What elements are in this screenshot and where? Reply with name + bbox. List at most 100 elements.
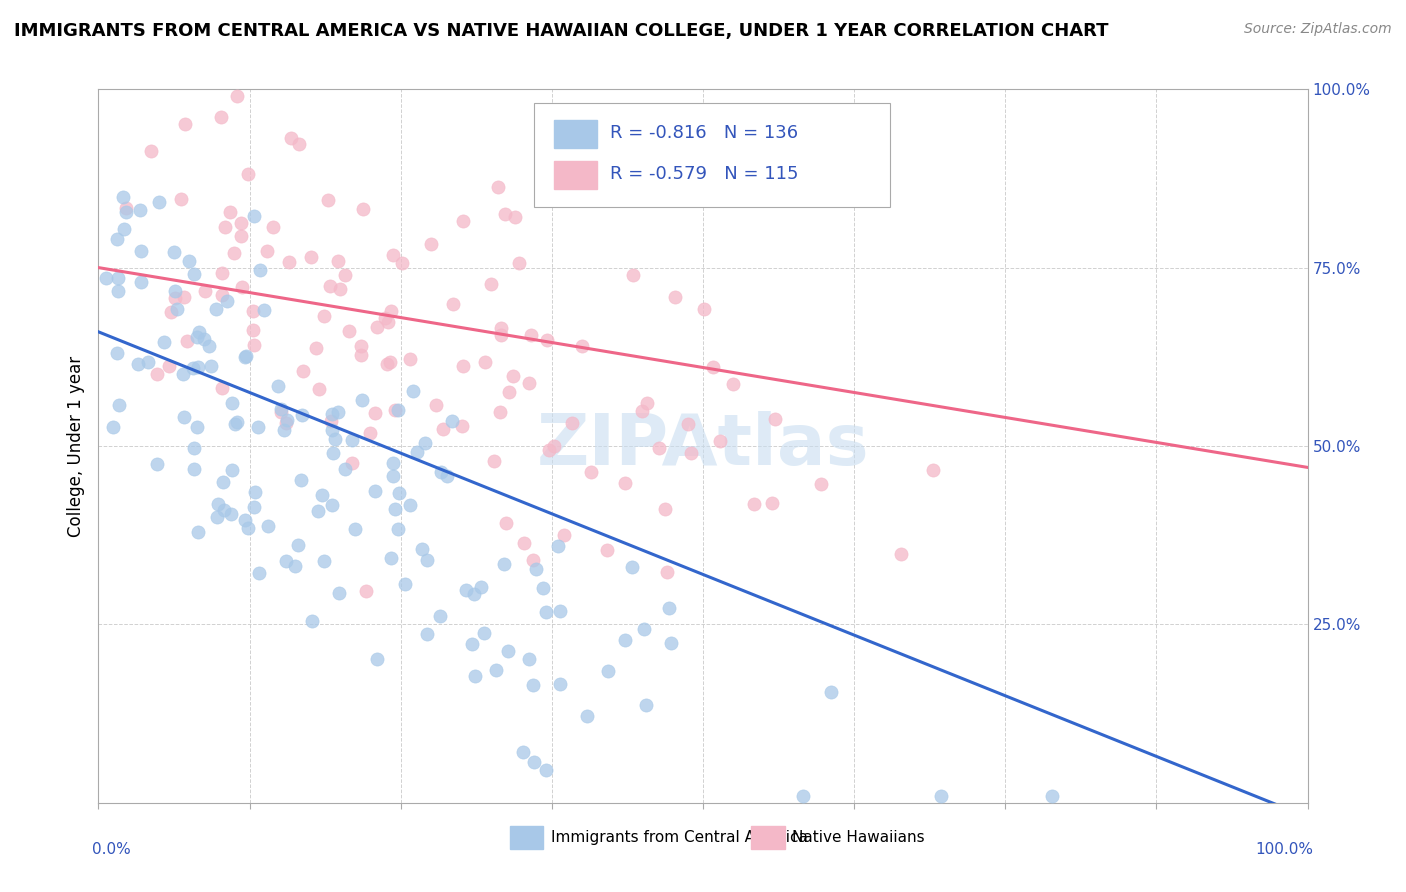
Point (498, 384, 520, 399)
Point (139, 144, 162, 158)
Point (382, 469, 405, 483)
Point (595, 542, 617, 557)
Point (513, 536, 536, 550)
Point (575, 709, 598, 723)
Point (450, 419, 472, 434)
Point (270, 401, 292, 416)
Point (114, 204, 136, 219)
Point (474, 355, 496, 369)
Point (406, 445, 429, 459)
Point (321, 407, 343, 421)
Bar (751, 826, 785, 849)
Point (211, 475, 233, 489)
Point (387, 402, 409, 417)
Point (537, 442, 560, 457)
Point (160, 305, 183, 319)
Point (482, 454, 505, 468)
Point (253, 302, 276, 317)
Point (620, 559, 643, 574)
Point (107, 398, 129, 412)
Point (307, 503, 329, 517)
Point (129, 275, 152, 289)
Point (613, 632, 636, 647)
Point (359, 425, 381, 440)
Point (127, 358, 149, 372)
Point (328, 586, 350, 600)
Point (596, 665, 619, 679)
Point (489, 405, 512, 419)
Point (211, 288, 233, 302)
Point (366, 652, 388, 666)
Point (205, 302, 228, 317)
Point (443, 297, 465, 311)
Point (128, 203, 150, 218)
Point (181, 360, 204, 375)
Point (553, 105, 575, 120)
Point (522, 553, 544, 567)
Point (187, 524, 209, 539)
Point (323, 433, 346, 447)
Point (350, 339, 373, 353)
Point (354, 583, 377, 598)
Point (654, 501, 676, 516)
Point (391, 255, 413, 269)
Point (489, 321, 512, 335)
Point (820, 684, 842, 698)
Point (247, 566, 270, 580)
Point (243, 338, 266, 352)
Point (173, 410, 195, 425)
Point (561, 417, 583, 431)
Point (350, 348, 373, 362)
Point (242, 304, 264, 318)
Point (235, 349, 257, 363)
Point (531, 582, 554, 596)
Point (186, 330, 208, 344)
Point (398, 351, 420, 366)
Text: Source: ZipAtlas.com: Source: ZipAtlas.com (1244, 22, 1392, 37)
Point (287, 538, 309, 552)
Point (633, 623, 655, 637)
Point (415, 436, 437, 450)
Point (183, 267, 205, 281)
Point (922, 463, 945, 477)
Point (328, 405, 350, 419)
Point (214, 503, 236, 517)
Point (101, 419, 124, 434)
Point (266, 379, 288, 393)
Point (311, 488, 333, 502)
Point (380, 550, 402, 565)
Point (342, 456, 364, 470)
Point (648, 442, 671, 456)
Point (702, 359, 724, 374)
Point (319, 279, 342, 293)
Point (221, 507, 243, 521)
Point (374, 310, 396, 325)
Point (94, 271, 117, 285)
Point (579, 465, 602, 479)
Point (284, 559, 307, 574)
Point (172, 367, 194, 381)
Point (183, 441, 205, 455)
Point (429, 465, 451, 479)
Point (211, 266, 233, 280)
Point (742, 497, 765, 511)
Point (621, 268, 644, 283)
Point (221, 396, 243, 410)
Text: Native Hawaiians: Native Hawaiians (793, 830, 925, 846)
Point (534, 606, 557, 620)
Point (659, 636, 682, 650)
Point (377, 358, 399, 372)
Point (550, 603, 572, 617)
Point (145, 367, 167, 381)
Point (205, 510, 228, 524)
Point (523, 755, 546, 769)
Point (508, 256, 530, 270)
Point (233, 513, 256, 527)
Point (416, 553, 439, 567)
Point (242, 500, 264, 514)
Text: Immigrants from Central America: Immigrants from Central America (551, 830, 807, 846)
Point (1040, 789, 1063, 803)
Point (256, 244, 278, 258)
Point (388, 486, 411, 500)
Point (329, 282, 352, 296)
